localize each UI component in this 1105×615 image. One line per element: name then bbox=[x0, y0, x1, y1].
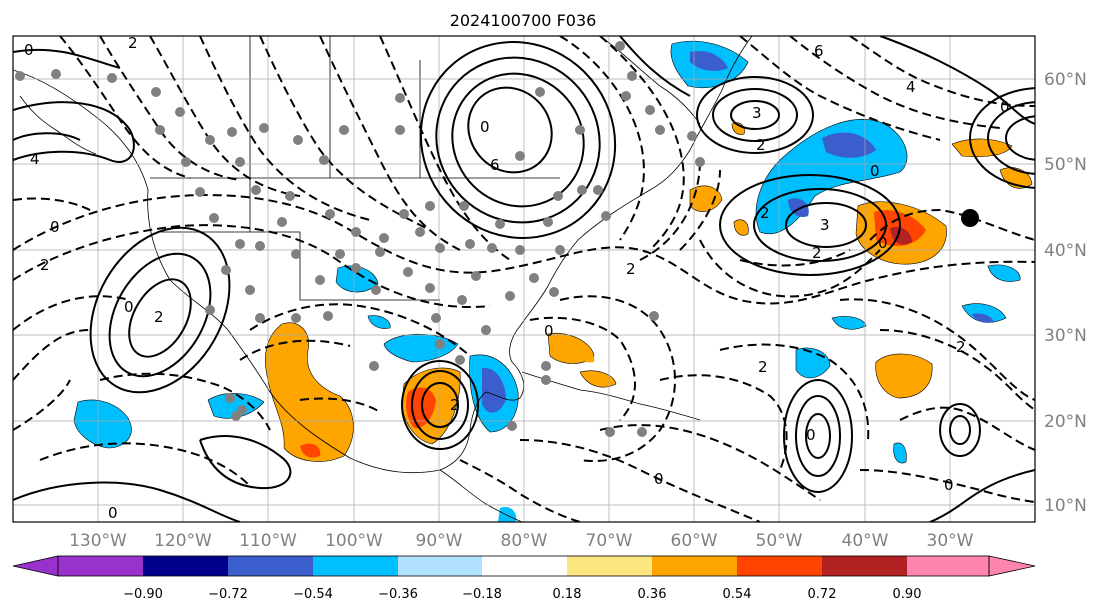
colorbar-bin bbox=[907, 556, 989, 576]
colorbar-bin bbox=[313, 556, 415, 576]
colorbar-tick-label: 0.18 bbox=[553, 587, 582, 602]
lon-label: 70°W bbox=[586, 531, 633, 551]
contour-label: 0 bbox=[944, 476, 954, 494]
lat-label: 60°N bbox=[1044, 70, 1087, 90]
lon-label: 30°W bbox=[927, 531, 974, 551]
contour-label: 0 bbox=[870, 162, 880, 180]
colorbar-tick-label: −0.54 bbox=[293, 587, 333, 602]
contour-label: 2 bbox=[812, 244, 822, 262]
contour-label: 3 bbox=[752, 104, 762, 122]
lon-label: 110°W bbox=[239, 531, 297, 551]
colorbar-bin bbox=[228, 556, 330, 576]
lat-label: 40°N bbox=[1044, 241, 1087, 261]
longitude-labels: 130°W 120°W 110°W 100°W 90°W 80°W 70°W 6… bbox=[69, 531, 974, 551]
lat-label: 50°N bbox=[1044, 155, 1087, 175]
solid-contours bbox=[13, 36, 1035, 522]
lon-label: 90°W bbox=[416, 531, 463, 551]
colorbar-tick-label: −0.90 bbox=[123, 587, 163, 602]
colorbar-tick-label: −0.72 bbox=[208, 587, 248, 602]
colorbar-bin bbox=[482, 556, 584, 576]
lon-label: 120°W bbox=[154, 531, 212, 551]
contour-label: 0 bbox=[50, 218, 60, 236]
contour-label: 4 bbox=[906, 78, 916, 96]
contour-label: 0 bbox=[480, 118, 490, 136]
colorbar-tick-label: −0.36 bbox=[378, 587, 418, 602]
latitude-labels: 60°N 50°N 40°N 30°N 20°N 10°N bbox=[1044, 70, 1087, 516]
contour-label: 0 bbox=[108, 504, 118, 522]
lon-label: 40°W bbox=[842, 531, 889, 551]
shaded-field bbox=[73, 40, 1033, 522]
contour-label: 2 bbox=[626, 260, 636, 278]
colorbar-tick-label: 0.36 bbox=[638, 587, 667, 602]
colorbar-bin bbox=[737, 556, 822, 576]
lon-label: 80°W bbox=[501, 531, 548, 551]
map-panel: 0 2 4 0 2 6 0 3 2 0 6 4 0 3 2 2 0 2 0 2 bbox=[12, 34, 1036, 523]
lon-label: 60°W bbox=[671, 531, 718, 551]
contour-label: 2 bbox=[154, 308, 164, 326]
contour-label: 0 bbox=[544, 322, 554, 340]
contour-label: 2 bbox=[450, 396, 460, 414]
lon-label: 130°W bbox=[69, 531, 127, 551]
colorbar-bin bbox=[398, 556, 500, 576]
contour-labels: 0 2 4 0 2 6 0 3 2 0 6 4 0 3 2 2 0 2 0 2 bbox=[24, 34, 1010, 522]
colorbar-outline bbox=[57, 555, 990, 577]
lat-label: 20°N bbox=[1044, 412, 1087, 432]
colorbar-tick-label: 0.90 bbox=[893, 587, 922, 602]
colorbar-bin bbox=[58, 556, 160, 576]
contour-label: 6 bbox=[814, 42, 824, 60]
colorbar-tick-label: 0.72 bbox=[808, 587, 837, 602]
map-title: 2024100700 F036 bbox=[450, 11, 597, 30]
contour-label: 2 bbox=[956, 338, 966, 356]
station-markers bbox=[15, 41, 705, 437]
lon-label: 50°W bbox=[756, 531, 803, 551]
lat-label: 10°N bbox=[1044, 496, 1087, 516]
contour-label: 2 bbox=[760, 204, 770, 222]
contour-label: 0 bbox=[806, 426, 816, 444]
contour-label: 0 bbox=[24, 41, 34, 59]
contour-label: 2 bbox=[40, 256, 50, 274]
colorbar-tick-label: −0.18 bbox=[462, 587, 502, 602]
colorbar-under-arrow bbox=[12, 555, 59, 577]
coastlines bbox=[13, 36, 753, 522]
contour-label: 0 bbox=[654, 470, 664, 488]
colorbar: −0.90 −0.72 −0.54 −0.36 −0.18 0.18 0.36 … bbox=[12, 555, 1036, 602]
contour-label: 4 bbox=[30, 150, 40, 168]
colorbar-bin bbox=[567, 556, 669, 576]
contour-label: 2 bbox=[128, 34, 138, 52]
contour-label: 6 bbox=[490, 156, 500, 174]
contour-label: 2 bbox=[758, 358, 768, 376]
colorbar-over-arrow bbox=[988, 555, 1036, 577]
colorbar-bin bbox=[143, 556, 245, 576]
contour-label: 0 bbox=[878, 234, 888, 252]
colorbar-bin bbox=[652, 556, 754, 576]
dashed-contours bbox=[13, 36, 1035, 522]
colorbar-ticks: −0.90 −0.72 −0.54 −0.36 −0.18 0.18 0.36 … bbox=[123, 587, 921, 602]
colorbar-tick-label: 0.54 bbox=[723, 587, 752, 602]
colorbar-bin bbox=[822, 556, 907, 576]
map-border bbox=[12, 35, 1036, 523]
black-marker bbox=[961, 209, 979, 227]
lat-label: 30°N bbox=[1044, 326, 1087, 346]
contour-label: 0 bbox=[1000, 98, 1010, 116]
contour-label: 3 bbox=[820, 216, 830, 234]
contour-label: 0 bbox=[124, 298, 134, 316]
contour-label: 2 bbox=[756, 136, 766, 154]
lon-label: 100°W bbox=[325, 531, 383, 551]
